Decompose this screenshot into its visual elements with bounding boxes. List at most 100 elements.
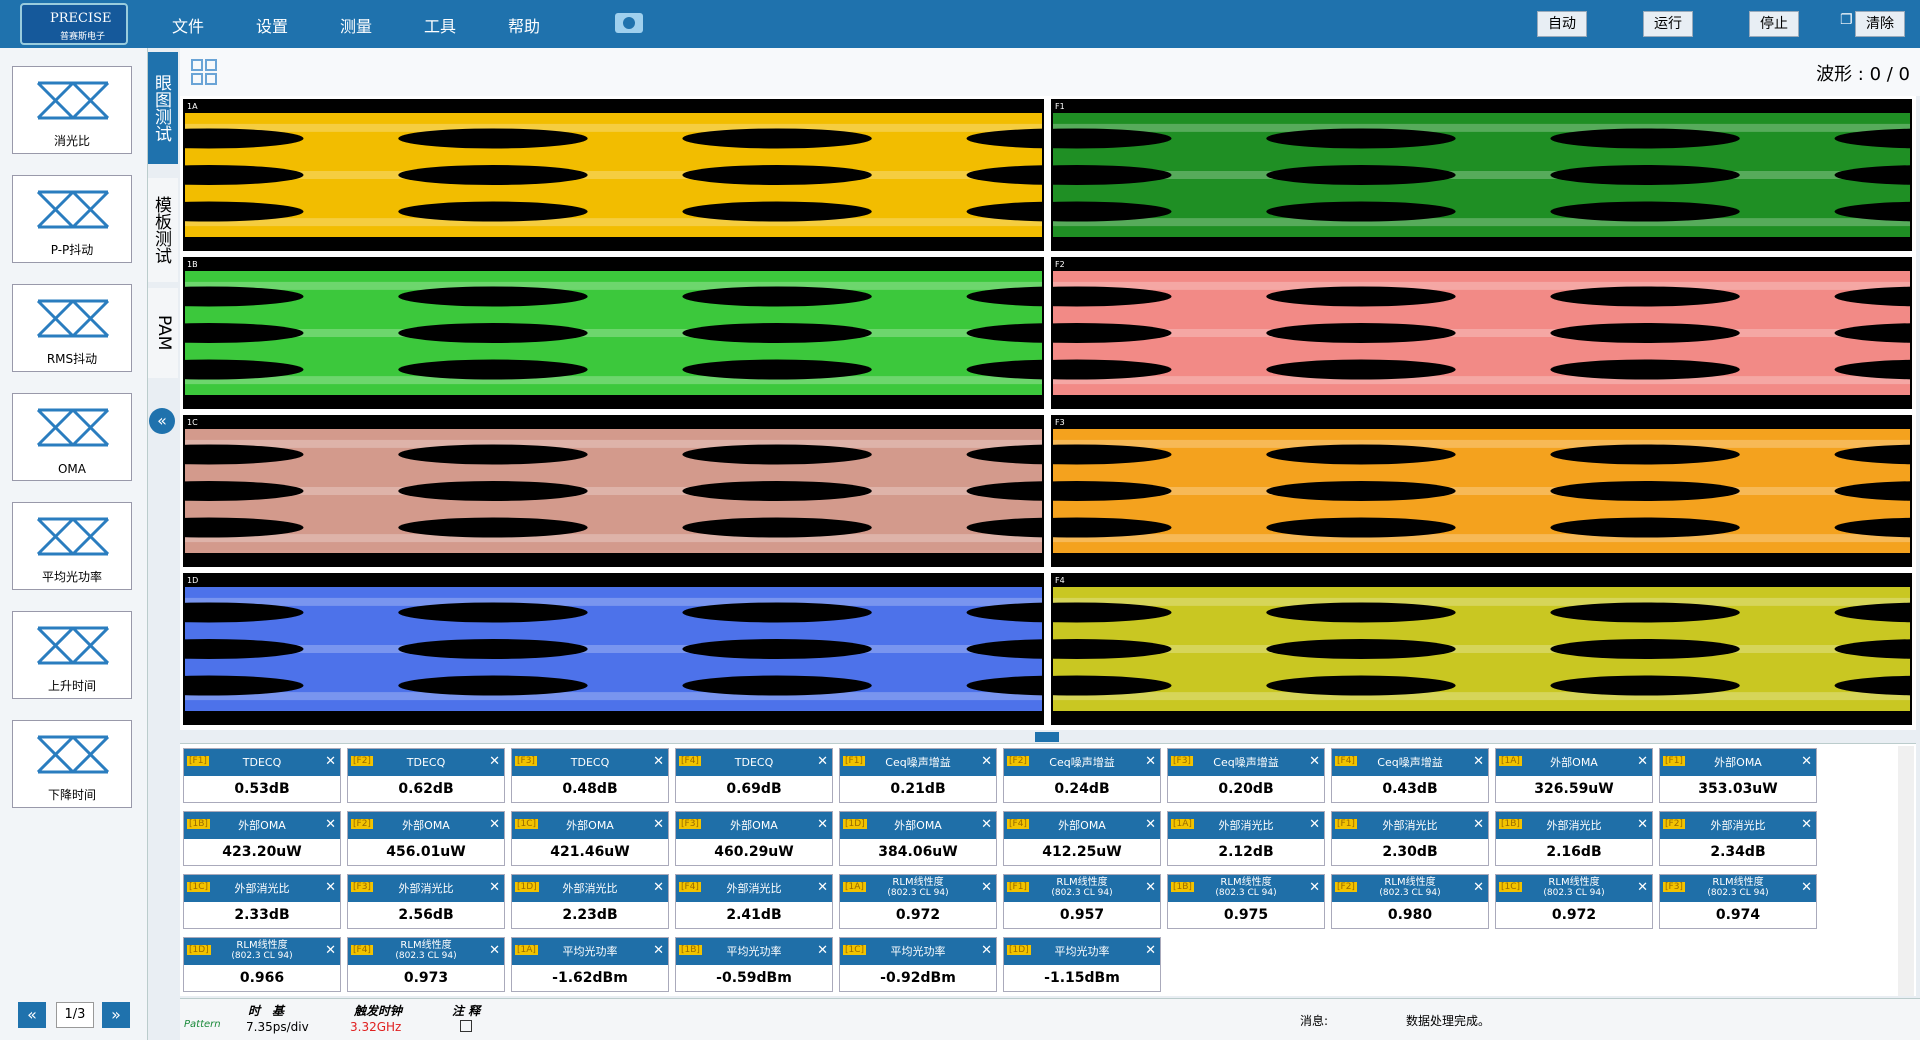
tool-button[interactable]: OMA <box>12 393 132 481</box>
measure-card: [1D] 外部OMA ✕ 384.06uW <box>839 811 997 866</box>
card-close[interactable]: ✕ <box>1145 817 1156 832</box>
card-close[interactable]: ✕ <box>981 943 992 958</box>
card-close[interactable]: ✕ <box>1309 880 1320 895</box>
card-close[interactable]: ✕ <box>1637 817 1648 832</box>
layout-icon[interactable] <box>190 58 218 86</box>
card-close[interactable]: ✕ <box>1801 754 1812 769</box>
noise-band <box>1053 534 1910 543</box>
page-next[interactable]: » <box>102 1002 130 1028</box>
eye-opening <box>398 128 588 149</box>
card-close[interactable]: ✕ <box>1145 943 1156 958</box>
card-close[interactable]: ✕ <box>325 880 336 895</box>
mode-tab[interactable]: PAM <box>148 288 178 378</box>
card-close[interactable]: ✕ <box>981 754 992 769</box>
collapse-arrow[interactable] <box>1035 732 1059 742</box>
card-close[interactable]: ✕ <box>325 943 336 958</box>
eye-opening <box>1266 201 1456 222</box>
card-close[interactable]: ✕ <box>981 880 992 895</box>
card-close[interactable]: ✕ <box>653 817 664 832</box>
card-close[interactable]: ✕ <box>325 754 336 769</box>
measure-value: 0.21dB <box>890 781 946 797</box>
tool-icon <box>36 517 110 556</box>
measure-value: 0.973 <box>403 970 449 986</box>
camera-icon[interactable] <box>614 9 644 35</box>
card-close[interactable]: ✕ <box>817 754 828 769</box>
measure-card: [F1] 外部OMA ✕ 353.03uW <box>1659 748 1817 803</box>
mode-tab[interactable]: 模板测试 <box>148 178 178 282</box>
control-button[interactable]: 运行 <box>1643 11 1693 37</box>
card-close[interactable]: ✕ <box>1145 880 1156 895</box>
icon-shape <box>36 626 110 665</box>
card-header: [1A] 外部消光比 ✕ <box>1168 812 1324 839</box>
channel-tag: [1C] <box>843 945 867 955</box>
eye-opening <box>183 675 304 696</box>
card-close[interactable]: ✕ <box>1473 754 1484 769</box>
card-close[interactable]: ✕ <box>489 880 500 895</box>
timebase-label: 时 基 <box>248 1004 285 1018</box>
card-close[interactable]: ✕ <box>653 754 664 769</box>
eye-opening <box>1834 639 1912 659</box>
card-close[interactable]: ✕ <box>489 754 500 769</box>
collapse-left[interactable]: « <box>149 408 175 434</box>
card-header: [F2] Ceq噪声增益 ✕ <box>1004 749 1160 776</box>
control-button[interactable]: 自动 <box>1537 11 1587 37</box>
card-close[interactable]: ✕ <box>817 817 828 832</box>
tool-button[interactable]: 下降时间 <box>12 720 132 808</box>
tool-button[interactable]: 平均光功率 <box>12 502 132 590</box>
card-close[interactable]: ✕ <box>653 880 664 895</box>
card-header: [F3] 外部消光比 ✕ <box>348 875 504 902</box>
page-prev[interactable]: « <box>18 1002 46 1028</box>
card-close[interactable]: ✕ <box>653 943 664 958</box>
eye-opening <box>1266 165 1456 185</box>
eye-opening <box>1266 602 1456 623</box>
card-header: [F1] 外部消光比 ✕ <box>1332 812 1488 839</box>
menu-item[interactable]: 工具 <box>424 17 457 36</box>
card-close[interactable]: ✕ <box>1309 754 1320 769</box>
card-close[interactable]: ✕ <box>1473 817 1484 832</box>
channel-tag: [1D] <box>187 945 211 955</box>
measure-value: 353.03uW <box>1698 781 1778 797</box>
card-close[interactable]: ✕ <box>1801 880 1812 895</box>
measure-card: [1A] 平均光功率 ✕ -1.62dBm <box>511 937 669 992</box>
menu-item[interactable]: 文件 <box>172 17 205 36</box>
card-close[interactable]: ✕ <box>817 943 828 958</box>
eye-opening <box>183 165 304 185</box>
channel-tag: [1C] <box>1499 882 1523 892</box>
menu-item[interactable]: 设置 <box>256 17 289 36</box>
tool-button[interactable]: RMS抖动 <box>12 284 132 372</box>
measure-value: 0.966 <box>239 970 285 986</box>
control-button[interactable]: 停止 <box>1749 11 1799 37</box>
card-close[interactable]: ✕ <box>1637 754 1648 769</box>
card-close[interactable]: ✕ <box>1473 880 1484 895</box>
restore[interactable]: ❐ <box>1840 12 1853 28</box>
eye-opening <box>966 602 1044 623</box>
tool-button[interactable]: P-P抖动 <box>12 175 132 263</box>
control-button[interactable]: 清除 <box>1855 11 1905 37</box>
noise-band <box>185 692 1042 701</box>
card-close[interactable]: ✕ <box>817 880 828 895</box>
measure-card: [F2] 外部OMA ✕ 456.01uW <box>347 811 505 866</box>
eye-trace <box>1053 429 1910 553</box>
mode-tab[interactable]: 眼图测试 <box>148 52 178 164</box>
card-close[interactable]: ✕ <box>1637 880 1648 895</box>
tool-button[interactable]: 上升时间 <box>12 611 132 699</box>
tool-button[interactable]: 消光比 <box>12 66 132 154</box>
noise-band <box>185 487 1042 495</box>
card-header: [F4] TDECQ ✕ <box>676 749 832 776</box>
scrollbar[interactable] <box>1898 746 1914 996</box>
card-close[interactable]: ✕ <box>1309 817 1320 832</box>
menu-item[interactable]: 测量 <box>340 17 373 36</box>
trigger-label: 触发时钟 <box>354 1004 403 1018</box>
panel-label: F4 <box>1055 576 1065 585</box>
card-close[interactable]: ✕ <box>1145 754 1156 769</box>
card-close[interactable]: ✕ <box>981 817 992 832</box>
card-close[interactable]: ✕ <box>1801 817 1812 832</box>
menu-item[interactable]: 帮助 <box>508 17 541 36</box>
note-checkbox[interactable] <box>460 1020 472 1032</box>
card-close[interactable]: ✕ <box>489 817 500 832</box>
card-close[interactable]: ✕ <box>325 817 336 832</box>
panel-label: 1D <box>187 576 198 585</box>
card-close[interactable]: ✕ <box>489 943 500 958</box>
